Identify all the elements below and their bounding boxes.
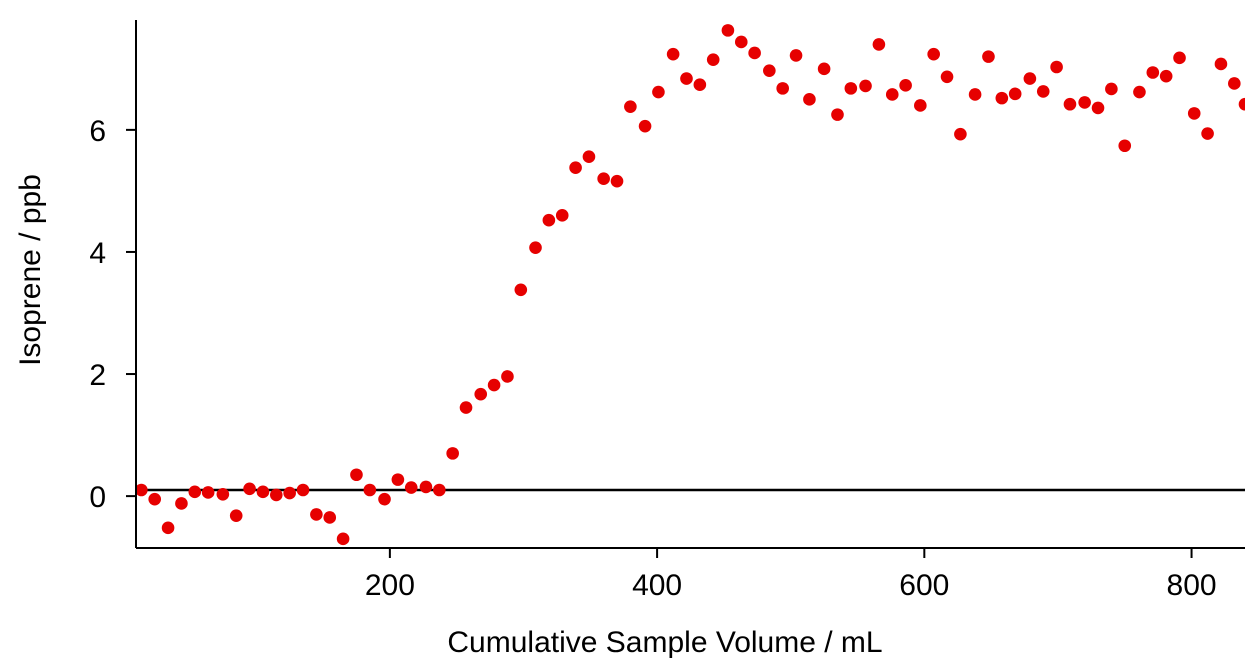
data-point: [175, 497, 188, 510]
y-tick-label: 4: [89, 237, 106, 270]
data-point: [763, 64, 776, 77]
data-point: [135, 483, 148, 497]
x-axis-ticks: 200 400 600 800: [365, 548, 1217, 602]
data-point: [624, 100, 637, 113]
data-point: [666, 47, 680, 61]
data-point: [419, 480, 433, 494]
data-point: [914, 99, 927, 112]
data-point: [610, 174, 624, 188]
data-point: [1008, 87, 1022, 101]
data-point: [446, 447, 459, 460]
data-point: [982, 50, 995, 63]
data-point: [256, 485, 270, 499]
data-point: [927, 47, 940, 61]
data-point: [148, 492, 162, 506]
y-tick-label: 0: [89, 481, 106, 514]
data-point: [1187, 107, 1201, 120]
data-point: [391, 473, 405, 486]
x-tick-label: 400: [632, 569, 682, 602]
data-point: [680, 72, 693, 85]
data-point: [968, 88, 982, 101]
data-point: [1118, 139, 1132, 153]
data-point: [721, 24, 735, 37]
data-point: [283, 486, 296, 500]
data-point: [748, 46, 761, 60]
data-point: [776, 82, 789, 95]
data-point: [350, 468, 363, 482]
data-point: [817, 62, 831, 76]
data-point: [1214, 57, 1228, 71]
data-point: [433, 483, 446, 497]
data-point: [638, 119, 652, 133]
axes: [135, 20, 1245, 549]
data-point: [1050, 60, 1063, 74]
data-point: [1105, 82, 1118, 96]
data-point: [954, 127, 967, 141]
data-point: [404, 481, 418, 494]
data-point: [1036, 85, 1050, 98]
data-point: [323, 511, 337, 524]
data-point: [336, 532, 350, 546]
data-point: [1228, 77, 1241, 90]
data-point: [378, 492, 391, 506]
data-point: [1091, 101, 1105, 115]
data-point: [706, 53, 720, 66]
data-point: [885, 88, 899, 101]
data-point: [1201, 127, 1214, 140]
data-point: [789, 49, 803, 62]
data-point: [940, 70, 954, 84]
data-point: [188, 485, 202, 499]
data-point: [514, 283, 528, 297]
data-point: [487, 378, 501, 392]
data-point: [243, 482, 256, 496]
data-point: [555, 209, 569, 222]
data-point: [1133, 85, 1146, 99]
data-point: [1159, 69, 1173, 83]
data-point: [542, 213, 556, 227]
data-point: [734, 35, 748, 49]
data-point: [1173, 51, 1186, 65]
data-point: [1063, 97, 1077, 111]
data-point: [459, 401, 473, 414]
data-point: [310, 508, 323, 521]
data-point: [229, 509, 243, 522]
data-point: [859, 79, 872, 93]
data-point: [1023, 72, 1037, 85]
data-point: [201, 486, 215, 499]
data-point: [844, 82, 858, 95]
data-point: [803, 93, 816, 106]
data-point: [363, 483, 377, 497]
data-point: [501, 370, 514, 383]
data-point: [872, 38, 886, 51]
x-tick-label: 600: [899, 569, 949, 602]
data-point: [569, 161, 582, 175]
data-points: [135, 24, 1245, 546]
data-point: [693, 78, 707, 92]
y-tick-label: 2: [89, 359, 106, 392]
x-tick-label: 800: [1167, 569, 1217, 602]
data-point: [831, 108, 844, 121]
data-point: [1238, 97, 1245, 111]
y-axis-label: Isoprene / ppb: [14, 174, 47, 366]
data-point: [161, 521, 175, 535]
data-point: [269, 488, 283, 502]
data-point: [597, 172, 610, 186]
data-point: [652, 85, 665, 99]
data-point: [529, 241, 542, 254]
y-tick-label: 6: [89, 115, 106, 148]
data-point: [1146, 66, 1160, 79]
y-axis-ticks: 0 2 4 6: [89, 115, 136, 514]
data-point: [582, 150, 596, 164]
data-point: [1078, 96, 1091, 109]
data-point: [474, 387, 488, 401]
data-point: [296, 483, 310, 497]
x-tick-label: 200: [365, 569, 415, 602]
data-point: [899, 79, 912, 92]
data-point: [995, 91, 1009, 105]
data-point: [216, 487, 230, 501]
x-axis-label: Cumulative Sample Volume / mL: [447, 626, 882, 659]
